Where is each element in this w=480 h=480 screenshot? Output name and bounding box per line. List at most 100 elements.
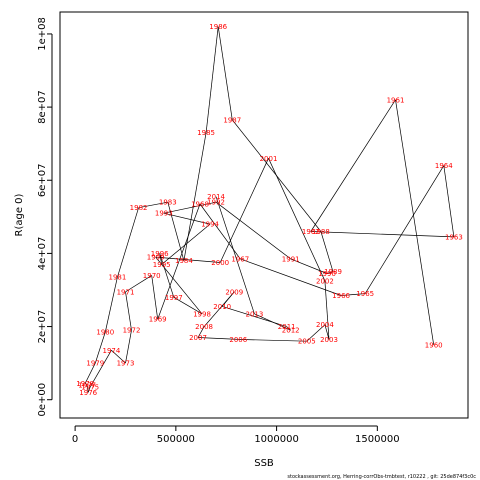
point-label-1986: 1986 [209,23,227,31]
path-segment [310,231,454,238]
path-segment [217,26,233,120]
plot-frame [59,11,469,419]
point-label-1965: 1965 [356,290,374,298]
point-label-1976: 1976 [79,389,97,397]
point-label-1973: 1973 [117,360,135,368]
path-segment [138,201,168,209]
path-segment [197,337,239,340]
point-label-1968: 1968 [191,201,209,209]
path-segment [205,26,219,133]
path-segment [215,201,291,260]
point-label-2009: 2009 [225,288,243,296]
point-label-2007: 2007 [189,334,207,342]
point-label-1992: 1992 [207,199,225,207]
path-segment [219,158,269,263]
x-axis-title: SSB [254,458,274,469]
point-label-1978: 1978 [76,380,94,388]
y-tick-label: 1e+08 [37,17,48,51]
point-label-1997: 1997 [165,294,183,302]
path-segment [197,326,205,338]
point-label-1962: 1962 [302,228,320,236]
path-segment [324,324,330,340]
y-axis: 0e+00 2e+07 4e+07 6e+07 8e+07 1e+08 [37,17,53,417]
point-label-1989: 1989 [324,268,342,276]
x-axis: 0 500000 1000000 1500000 [72,425,400,445]
point-label-2012: 2012 [282,327,300,335]
point-label-2004: 2004 [316,321,334,329]
point-label-1971: 1971 [117,288,135,296]
path-segment [221,291,235,307]
path-segment [240,258,342,296]
point-label-2006: 2006 [229,336,247,344]
path-segment [306,324,326,342]
path-segment [104,277,118,333]
path-segment [395,99,435,345]
point-label-1999: 1999 [147,254,165,262]
path-segment [163,201,217,214]
path-segment [151,275,159,320]
path-segment [161,223,211,265]
path-segment [111,350,126,364]
path-segment [443,165,455,237]
path-segment [320,231,334,272]
x-tick-label: 500000 [157,434,195,445]
point-label-1966: 1966 [332,292,350,300]
point-label-1970: 1970 [143,272,161,280]
point-label-1982: 1982 [130,204,148,212]
point-label-1994: 1994 [201,221,219,229]
point-label-2005: 2005 [298,338,316,346]
path-segment [364,165,445,294]
point-label-1996: 1996 [151,250,169,258]
point-label-1967: 1967 [231,255,249,263]
y-tick-label: 0e+00 [37,383,48,417]
path-segment [86,385,89,393]
y-tick-label: 8e+07 [37,90,48,124]
path-segment [84,383,88,386]
path-segment [87,386,91,393]
point-label-2010: 2010 [213,303,231,311]
point-label-1963: 1963 [445,233,463,241]
path-segment [125,275,152,293]
point-label-2013: 2013 [245,310,263,318]
point-label-2014: 2014 [207,193,225,201]
path-segment [310,99,396,232]
point-label-1995: 1995 [153,261,171,269]
x-tick-label: 1000000 [254,434,299,445]
footer-credit: stockassessment.org, Herring-corrObs-tmb… [287,474,476,480]
path-segment [157,203,201,320]
point-label-1984: 1984 [175,257,193,265]
path-segment [163,212,211,225]
path-segment [155,256,203,315]
point-label-2000: 2000 [211,259,229,267]
path-segment [254,313,291,331]
point-label-1977: 1977 [78,382,96,390]
point-label-1990: 1990 [318,270,336,278]
path-segment [159,253,175,298]
point-label-2001: 2001 [260,155,278,163]
path-segment [290,258,328,274]
path-segment [125,330,132,364]
path-segment [238,339,307,342]
y-axis-title: R(age 0) [14,193,25,236]
point-label-1975: 1975 [81,383,99,391]
point-label-1981: 1981 [108,274,126,282]
path-segment [324,280,330,340]
path-segment [125,291,132,331]
path-segment [183,132,207,261]
point-label-2002: 2002 [316,277,334,285]
point-label-1969: 1969 [149,316,167,324]
point-label-1991: 1991 [282,255,300,263]
point-label-1988: 1988 [312,228,330,236]
path-segment [155,256,221,263]
point-label-1974: 1974 [102,347,120,355]
point-label-1960: 1960 [425,341,443,349]
point-label-2008: 2008 [195,323,213,331]
point-label-1998: 1998 [193,310,211,318]
path-segment [215,196,255,314]
point-label-1964: 1964 [435,162,453,170]
path-segment [89,350,112,388]
path-segment [94,331,106,364]
point-label-1980: 1980 [96,329,114,337]
